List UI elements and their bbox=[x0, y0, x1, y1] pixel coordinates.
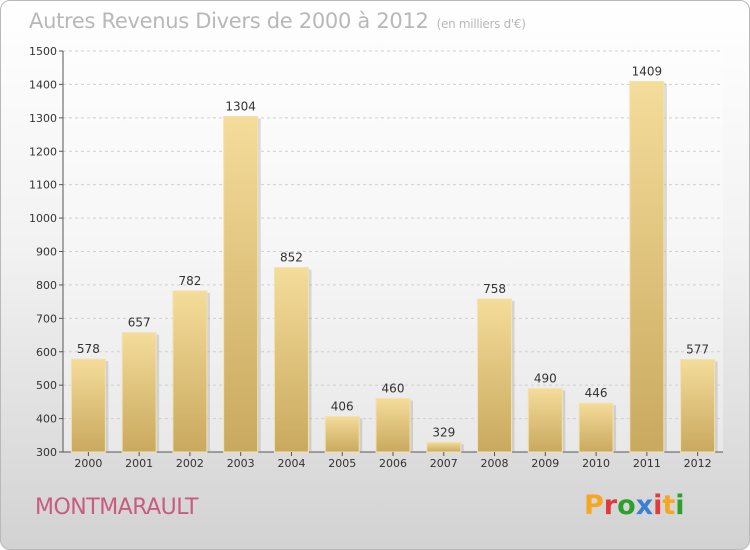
bar-2009 bbox=[527, 388, 563, 453]
x-tick-label-2008: 2008 bbox=[481, 457, 509, 470]
y-tick-label: 600 bbox=[36, 346, 57, 359]
data-label-2007: 329 bbox=[432, 425, 455, 439]
bar-2000 bbox=[70, 358, 106, 453]
data-label-2002: 782 bbox=[178, 274, 201, 288]
logo-letter: x bbox=[635, 490, 654, 521]
data-label-2004: 852 bbox=[280, 251, 303, 265]
y-tick-label: 1400 bbox=[29, 78, 57, 91]
y-tick-label: 500 bbox=[36, 379, 57, 392]
logo-letter: P bbox=[584, 490, 604, 521]
logo-letter: o bbox=[617, 490, 636, 521]
proxiti-logo: Proxiti bbox=[584, 490, 685, 521]
bar-2001 bbox=[121, 332, 157, 453]
data-label-2003: 1304 bbox=[225, 99, 256, 113]
bar-2004 bbox=[273, 267, 309, 453]
data-label-2009: 490 bbox=[534, 372, 557, 386]
data-label-2012: 577 bbox=[686, 342, 709, 356]
bar-2007 bbox=[426, 441, 462, 453]
y-tick-label: 1100 bbox=[29, 179, 57, 192]
y-tick-label: 800 bbox=[36, 279, 57, 292]
x-tick-label-2003: 2003 bbox=[227, 457, 255, 470]
logo-letter: i bbox=[675, 490, 685, 521]
y-tick-label: 1200 bbox=[29, 145, 57, 158]
data-label-2006: 460 bbox=[382, 382, 405, 396]
y-tick-label: 1500 bbox=[29, 45, 57, 58]
x-tick-label-2004: 2004 bbox=[277, 457, 305, 470]
y-tick-label: 400 bbox=[36, 413, 57, 426]
chart-title: Autres Revenus Divers de 2000 à 2012 (en … bbox=[29, 9, 526, 33]
x-tick-label-2005: 2005 bbox=[328, 457, 356, 470]
data-label-2001: 657 bbox=[128, 316, 151, 330]
logo-letter: i bbox=[653, 490, 663, 521]
bar-2002 bbox=[172, 290, 208, 453]
bar-2008 bbox=[477, 298, 513, 453]
bar-2012 bbox=[680, 358, 716, 453]
chart-title-text: Autres Revenus Divers de 2000 à 2012 bbox=[29, 9, 429, 33]
x-tick-label-2001: 2001 bbox=[125, 457, 153, 470]
x-tick-label-2000: 2000 bbox=[74, 457, 102, 470]
bar-2006 bbox=[375, 398, 411, 453]
data-label-2011: 1409 bbox=[632, 64, 663, 78]
x-tick-label-2002: 2002 bbox=[176, 457, 204, 470]
data-label-2010: 446 bbox=[585, 386, 608, 400]
x-tick-label-2006: 2006 bbox=[379, 457, 407, 470]
data-label-2005: 406 bbox=[331, 400, 354, 414]
y-tick-label: 1300 bbox=[29, 112, 57, 125]
y-tick-label: 900 bbox=[36, 246, 57, 259]
bar-2005 bbox=[324, 416, 360, 453]
x-tick-label-2007: 2007 bbox=[430, 457, 458, 470]
bar-2011 bbox=[629, 80, 665, 453]
logo-letter: t bbox=[662, 490, 676, 521]
x-tick-label-2009: 2009 bbox=[531, 457, 559, 470]
data-label-2000: 578 bbox=[77, 342, 100, 356]
bar-2010 bbox=[578, 402, 614, 453]
data-label-2008: 758 bbox=[483, 282, 506, 296]
location-name: MONTMARAULT bbox=[35, 495, 198, 520]
x-tick-label-2012: 2012 bbox=[684, 457, 712, 470]
y-tick-label: 1000 bbox=[29, 212, 57, 225]
y-tick-label: 700 bbox=[36, 312, 57, 325]
bar-2003 bbox=[223, 115, 259, 453]
x-tick-label-2010: 2010 bbox=[582, 457, 610, 470]
x-tick-label-2011: 2011 bbox=[633, 457, 661, 470]
y-tick-label: 300 bbox=[36, 446, 57, 459]
logo-letter: r bbox=[603, 490, 618, 521]
chart-subtitle: (en milliers d'€) bbox=[436, 17, 526, 31]
